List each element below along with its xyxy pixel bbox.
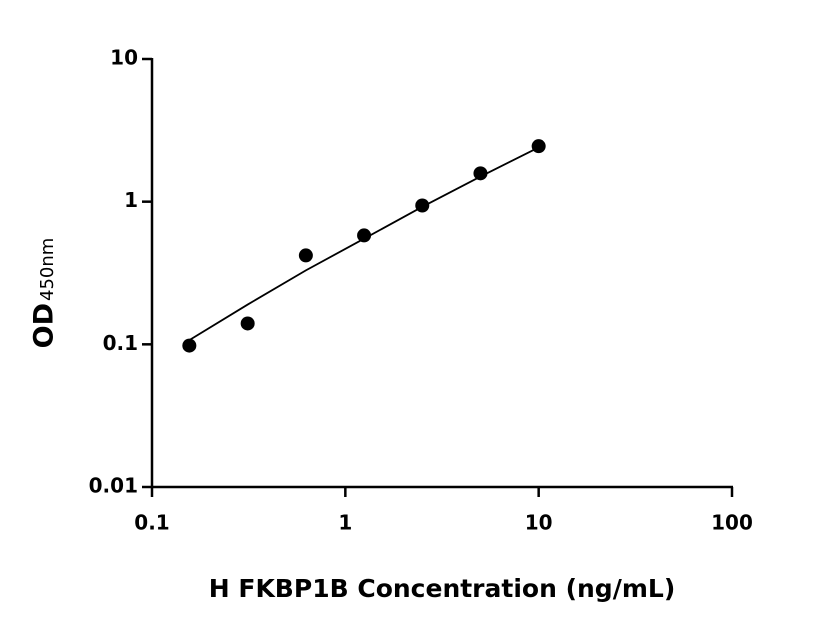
x-tick-label: 0.1 xyxy=(134,511,169,535)
y-axis-title-group: OD 450nm xyxy=(29,238,60,349)
data-point xyxy=(298,248,313,263)
x-tick-label: 1 xyxy=(338,511,352,535)
x-axis-title: H FKBP1B Concentration (ng/mL) xyxy=(209,574,676,603)
data-point xyxy=(415,198,430,213)
y-axis-title-subscript: 450nm xyxy=(37,238,58,301)
data-point xyxy=(473,166,488,181)
data-point xyxy=(182,338,197,353)
data-point xyxy=(531,139,546,154)
y-tick-label: 0.01 xyxy=(89,474,138,498)
x-tick-label: 100 xyxy=(711,511,753,535)
x-tick-label: 10 xyxy=(525,511,553,535)
y-tick-label: 1 xyxy=(124,188,138,212)
y-axis-title: OD xyxy=(29,303,60,348)
y-tick-label: 0.1 xyxy=(103,331,138,355)
data-point xyxy=(240,316,255,331)
y-tick-label: 10 xyxy=(110,46,138,70)
data-point xyxy=(357,228,372,243)
